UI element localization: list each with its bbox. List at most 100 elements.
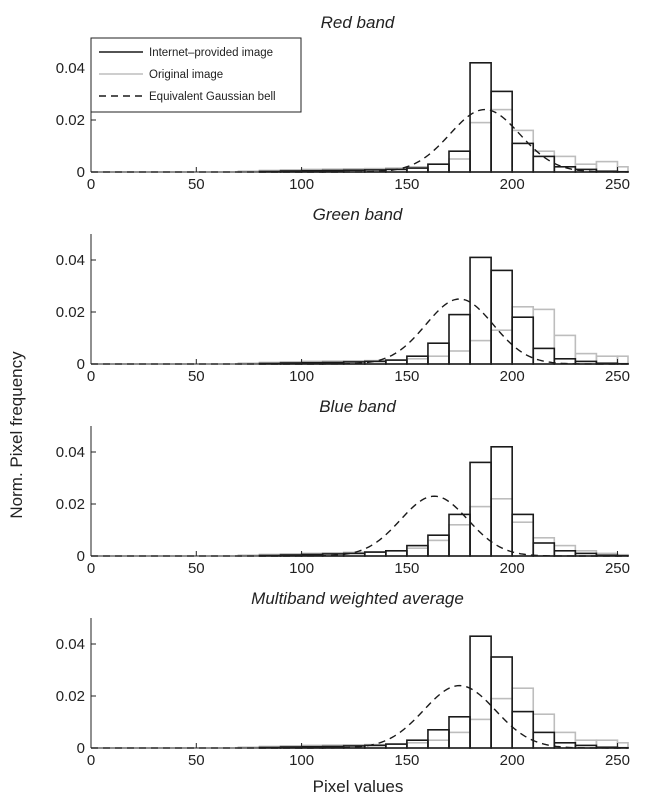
original-bar — [511, 521, 535, 557]
y-tick-label: 0.04 — [56, 60, 85, 77]
internet-bar — [469, 256, 492, 365]
internet-bar — [406, 167, 429, 173]
x-tick-label: 100 — [289, 752, 314, 769]
x-tick-label: 50 — [188, 176, 205, 193]
internet-bar — [532, 731, 556, 749]
x-tick-label: 0 — [87, 176, 95, 193]
original-bar — [469, 121, 492, 173]
y-tick-label: 0.02 — [56, 112, 85, 129]
internet-bar — [511, 142, 535, 173]
internet-bar — [448, 150, 471, 173]
chart-title: Red band — [321, 13, 395, 32]
x-tick-label: 200 — [500, 752, 525, 769]
internet-bar — [406, 739, 429, 749]
internet-bar — [469, 61, 492, 173]
y-tick-label: 0.04 — [56, 636, 85, 653]
original-bar — [448, 731, 471, 749]
original-bar — [448, 158, 471, 173]
original-bar — [490, 108, 513, 173]
internet-bar — [406, 544, 429, 557]
internet-bar — [427, 163, 450, 173]
chart-panel-3: Blue band 0 50 100 150 200 250 0 0.02 0.04 — [56, 397, 630, 577]
gaussian-curve — [91, 495, 628, 557]
original-bar — [553, 731, 577, 749]
x-tick-label: 0 — [87, 752, 95, 769]
original-bar — [553, 334, 577, 365]
internet-bar — [385, 549, 408, 557]
internet-bar — [532, 542, 556, 557]
chart-panel-1: Red band 0 50 100 150 200 250 0 0.02 0.04 — [56, 13, 630, 193]
y-tick-label: 0.04 — [56, 252, 85, 269]
y-tick-label: 0.02 — [56, 304, 85, 321]
chart-panel-4: Multiband weighted average 0 50 100 150 200 25… — [56, 589, 630, 769]
x-tick-label: 150 — [394, 560, 419, 577]
internet-bar — [532, 155, 556, 173]
x-tick-label: 0 — [87, 560, 95, 577]
original-bar — [532, 308, 556, 365]
original-bar — [511, 687, 535, 749]
legend-label: Original image — [149, 69, 223, 81]
internet-bar — [363, 551, 387, 557]
original-bar — [469, 505, 492, 557]
internet-bar — [490, 445, 513, 557]
internet-bar — [490, 269, 513, 365]
x-tick-label: 50 — [188, 752, 205, 769]
original-bar — [532, 713, 556, 749]
internet-bar — [385, 359, 408, 365]
original-bar — [574, 739, 598, 749]
original-bar — [532, 536, 556, 557]
y-tick-label: 0.02 — [56, 496, 85, 513]
internet-bar — [553, 549, 577, 557]
x-tick-label: 100 — [289, 176, 314, 193]
y-tick-label: 0.02 — [56, 688, 85, 705]
original-bar — [448, 350, 471, 365]
original-bar — [427, 355, 450, 365]
internet-bar — [448, 513, 471, 557]
internet-bar — [427, 534, 450, 557]
original-bar — [427, 739, 450, 749]
legend-label: Internet–provided image — [149, 47, 273, 59]
x-tick-label: 250 — [605, 368, 630, 385]
internet-bar — [448, 313, 471, 365]
x-tick-label: 150 — [394, 368, 419, 385]
legend: Internet–provided image Original image Equ… — [90, 37, 302, 113]
internet-bar — [553, 166, 577, 173]
original-bar — [406, 547, 429, 557]
x-tick-label: 250 — [605, 560, 630, 577]
x-tick-label: 0 — [87, 368, 95, 385]
legend-box — [90, 37, 302, 113]
internet-bar — [427, 728, 450, 749]
original-bar — [469, 339, 492, 365]
internet-bar — [427, 342, 450, 365]
internet-bar — [385, 743, 408, 749]
x-tick-label: 250 — [605, 752, 630, 769]
original-bar — [511, 305, 535, 365]
x-tick-label: 200 — [500, 368, 525, 385]
chart-panel-2: Green band 0 50 100 150 200 250 0 0.02 0.04 — [56, 205, 630, 385]
chart-title: Blue band — [319, 397, 396, 416]
internet-bar — [469, 635, 492, 749]
x-tick-label: 150 — [394, 176, 419, 193]
legend-label: Equivalent Gaussian bell — [149, 91, 276, 103]
figure-x-axis-label: Pixel values — [313, 777, 404, 796]
internet-bar — [532, 347, 556, 365]
original-bar — [448, 523, 471, 557]
x-tick-label: 200 — [500, 560, 525, 577]
internet-bar — [469, 461, 492, 557]
gaussian-curve — [91, 684, 628, 749]
y-tick-label: 0.04 — [56, 444, 85, 461]
x-tick-label: 200 — [500, 176, 525, 193]
figure-y-axis-label: Norm. Pixel frequency — [7, 351, 26, 519]
internet-bar — [511, 513, 535, 557]
x-tick-label: 250 — [605, 176, 630, 193]
x-tick-label: 100 — [289, 368, 314, 385]
original-bar — [574, 352, 598, 365]
y-tick-label: 0 — [77, 356, 85, 373]
y-tick-label: 0 — [77, 740, 85, 757]
x-tick-label: 50 — [188, 368, 205, 385]
gaussian-curve — [91, 108, 629, 173]
x-tick-label: 100 — [289, 560, 314, 577]
internet-bar — [490, 90, 513, 173]
original-bar — [427, 163, 450, 173]
